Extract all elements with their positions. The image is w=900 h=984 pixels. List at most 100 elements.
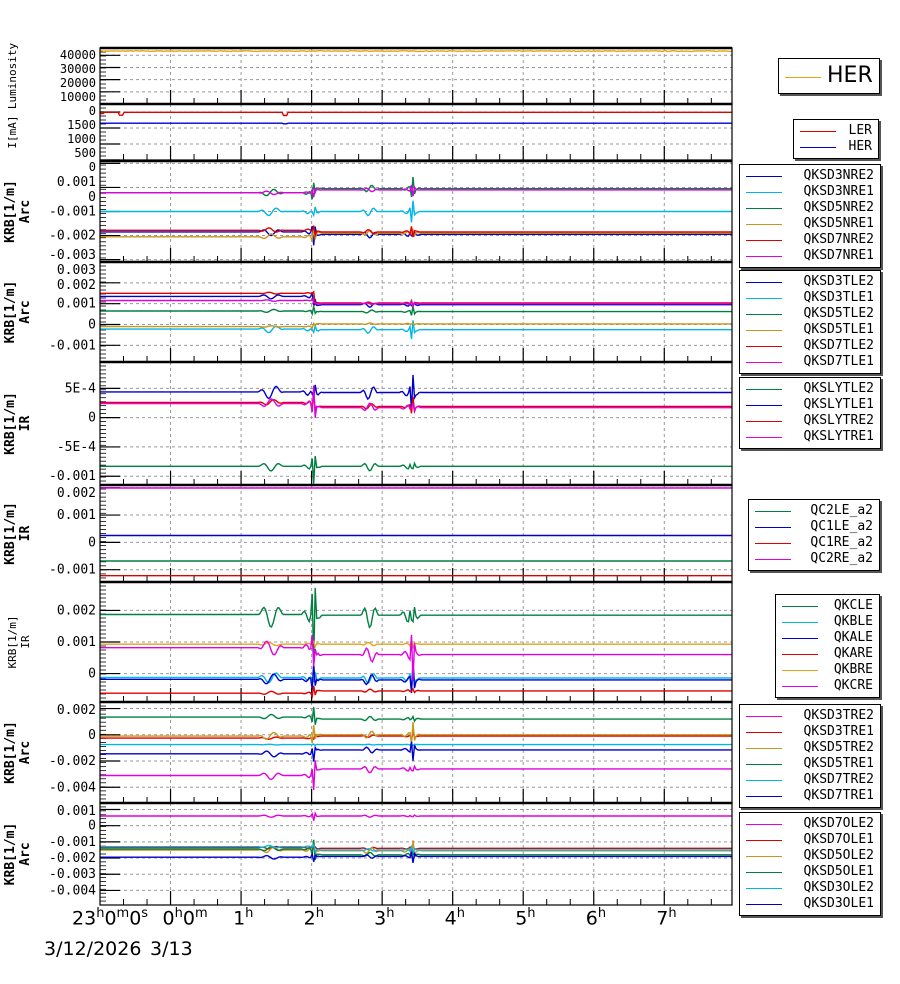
legend-swatch bbox=[755, 559, 791, 560]
x-tick-value: 4 bbox=[444, 907, 457, 930]
x-tick-label: 7h bbox=[656, 906, 676, 929]
legend-swatch bbox=[746, 748, 782, 749]
y-tick-label: -0.002 bbox=[49, 851, 96, 866]
legend-entry: QC1RE_a2 bbox=[749, 535, 879, 551]
legend-label: QKSD5NRE2 bbox=[803, 200, 874, 215]
legend-swatch bbox=[755, 511, 791, 512]
series-line-qkbre bbox=[100, 639, 732, 649]
y-tick-label: -0.002 bbox=[49, 754, 96, 769]
legend-label: QKSLYTRE1 bbox=[803, 429, 874, 444]
y-tick-label: 20000 bbox=[60, 76, 96, 90]
y-tick-label: 5E-4 bbox=[65, 381, 96, 396]
legend-label: QKSD3TLE1 bbox=[803, 290, 874, 305]
y-axis-title: KRB[1/m] bbox=[3, 180, 18, 243]
series-line-qksd3tle2 bbox=[100, 292, 732, 308]
legend-swatch bbox=[746, 346, 782, 347]
legend-ir-qc: QC2LE_a2 QC1LE_a2 QC1RE_a2 QC2RE_a2 bbox=[748, 499, 880, 571]
legend-arc-nre: QKSD3NRE2 QKSD3NRE1 QKSD5NRE2 QKSD5NRE1 QKSD… bbox=[739, 164, 881, 268]
legend-label: QKSD7TRE2 bbox=[803, 772, 874, 787]
x-tick-unit: h bbox=[174, 906, 183, 921]
series-line-qkare bbox=[100, 685, 732, 700]
y-tick-label: -0.003 bbox=[49, 867, 96, 882]
legend-swatch bbox=[746, 208, 782, 209]
legend-label: QKSD5OLE2 bbox=[803, 848, 874, 863]
legend-label: HER bbox=[848, 139, 872, 154]
legend-entry: QKSD3TRE2 bbox=[740, 708, 880, 724]
legend-entry: QKSD3TLE1 bbox=[740, 290, 880, 306]
y-tick-label: -5E-4 bbox=[57, 440, 96, 455]
series-line-qksd3tre2 bbox=[100, 760, 732, 791]
y-tick-label: 0.001 bbox=[57, 175, 96, 190]
y-tick-label: 10000 bbox=[60, 90, 96, 104]
legend-swatch bbox=[746, 314, 782, 315]
legend-swatch bbox=[746, 796, 782, 797]
panel-arc-tre: 0.002 0 -0.002 -0.004 KRB[1/m] Arc bbox=[3, 700, 733, 804]
legend-entry: QKSD3TRE1 bbox=[740, 724, 880, 740]
legend-swatch bbox=[746, 362, 782, 363]
legend-swatch bbox=[785, 77, 821, 78]
series-line-qkslytle1 bbox=[100, 374, 732, 411]
legend-swatch bbox=[782, 686, 818, 687]
legend-swatch bbox=[800, 147, 836, 148]
legend-label: QC2RE_a2 bbox=[810, 551, 873, 566]
legend-swatch bbox=[746, 716, 782, 717]
x-tick-value: 23 bbox=[72, 907, 97, 930]
y-tick-label: -0.001 bbox=[49, 469, 96, 484]
y-tick-label: 0.001 bbox=[57, 297, 96, 312]
legend-swatch bbox=[746, 389, 782, 390]
y-axis-title: KRB[1/m] bbox=[3, 392, 18, 455]
series-line-qksd3nre2 bbox=[100, 225, 732, 246]
y-tick-label: 0 bbox=[88, 819, 96, 834]
series-line-qksd5nre1 bbox=[100, 225, 732, 243]
x-tick-label: 0h0m bbox=[163, 906, 208, 929]
x-tick-minutes-unit: m bbox=[116, 906, 130, 921]
legend-entry: QKSLYTRE2 bbox=[740, 413, 880, 429]
legend-swatch bbox=[746, 437, 782, 438]
y-axis-title: KRB[1/m] bbox=[3, 721, 18, 784]
y-tick-label: -0.001 bbox=[49, 563, 96, 578]
legend-entry: QKSD7OLE1 bbox=[740, 832, 880, 848]
x-tick-seconds: 0 bbox=[129, 907, 142, 930]
legend-label: QKARE bbox=[833, 646, 873, 661]
x-tick-minutes-unit: m bbox=[194, 906, 208, 921]
y-axis-subtitle: Arc bbox=[18, 300, 33, 323]
legend-entry: QKSD5TRE2 bbox=[740, 740, 880, 756]
y-tick-label: 0 bbox=[88, 535, 96, 550]
panel-ir-qc: 0.002 0.001 0 -0.001 KRB[1/m] IR bbox=[3, 483, 733, 583]
y-tick-label: -0.003 bbox=[49, 248, 96, 263]
legend-entry: QKSD5NRE2 bbox=[740, 200, 880, 216]
x-tick-unit: h bbox=[386, 906, 395, 921]
y-axis-subtitle: IR bbox=[18, 416, 33, 432]
legend-entry: QKSD5TLE2 bbox=[740, 306, 880, 322]
series-line-qksd7nre1 bbox=[100, 184, 732, 198]
x-tick-value: 2 bbox=[303, 907, 316, 930]
y-tick-label: -0.004 bbox=[49, 883, 96, 898]
legend-entry: QKSD3TLE2 bbox=[740, 274, 880, 290]
legend-label: QKSD5TLE2 bbox=[803, 306, 874, 321]
legend-swatch bbox=[782, 622, 818, 623]
series-line-qksd7ole2 bbox=[100, 811, 732, 821]
legend-label: QKSLYTRE2 bbox=[803, 413, 874, 428]
legend-swatch bbox=[746, 840, 782, 841]
legend-label: QKSD5TLE1 bbox=[803, 322, 874, 337]
series-line-her bbox=[99, 49, 733, 53]
legend-label: QKSD5TRE2 bbox=[803, 740, 874, 755]
legend-label: QKSD5OLE1 bbox=[803, 864, 874, 879]
panel-ir-slyt: 5E-4 0 -5E-4 -0.001 KRB[1/m] IR bbox=[3, 360, 733, 486]
y-tick-label: 0.001 bbox=[57, 804, 96, 819]
legend-label: QKSD3NRE2 bbox=[803, 168, 874, 183]
legend-swatch bbox=[746, 176, 782, 177]
legend-entry: QC2LE_a2 bbox=[749, 503, 879, 519]
legend-entry: QKBRE bbox=[776, 662, 879, 678]
legend-entry: LER bbox=[794, 123, 878, 139]
legend-label: QKSD7OLE2 bbox=[803, 816, 874, 831]
x-tick-unit: h bbox=[315, 906, 324, 921]
y-axis-subtitle: IR bbox=[19, 635, 32, 649]
series-line-qkcre bbox=[100, 634, 732, 681]
legend-entry: QKARE bbox=[776, 646, 879, 662]
legend-entry: QKSD7TLE1 bbox=[740, 354, 880, 370]
legend-entry: QKSLYTLE2 bbox=[740, 381, 880, 397]
legend-entry: QKSD3NRE2 bbox=[740, 168, 880, 184]
